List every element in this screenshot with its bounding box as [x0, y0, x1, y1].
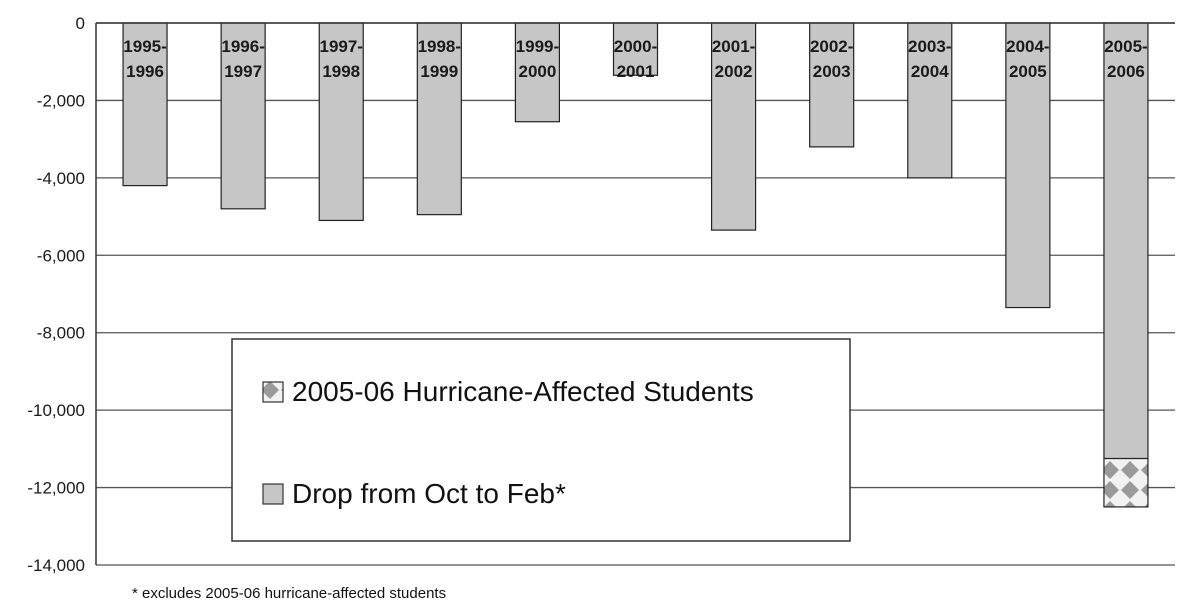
- legend-label-drop: Drop from Oct to Feb*: [292, 478, 566, 509]
- bar-hurricane-affected: [1103, 457, 1149, 508]
- category-labels: 1995-1996 1996-1997 1997-1998 1998-1999 1999…: [123, 37, 1147, 81]
- legend-box: [231, 338, 851, 542]
- bar-drop-oct-feb: [318, 22, 364, 222]
- category-label: 1998-1999: [418, 37, 461, 81]
- bar-drop-oct-feb: [416, 22, 462, 216]
- y-tick-label: -8,000: [37, 324, 85, 343]
- y-tick-label: -4,000: [37, 169, 85, 188]
- bar-drop-oct-feb: [1005, 22, 1051, 309]
- y-tick-labels: 0 -2,000 -4,000 -6,000 -8,000 -10,000 -12,000 -…: [27, 14, 85, 575]
- y-tick-label: -14,000: [27, 556, 85, 575]
- legend-swatch-drop: [262, 483, 284, 505]
- category-label: 2000-2001: [614, 37, 657, 81]
- legend-swatch-hurricane: [262, 381, 284, 403]
- category-label: 1996-1997: [221, 37, 264, 81]
- bar-drop-oct-feb: [122, 22, 168, 187]
- bars: [122, 22, 1149, 508]
- footnote: * excludes 2005-06 hurricane-affected st…: [132, 585, 446, 602]
- category-label: 1997-1998: [319, 37, 362, 81]
- legend-label-hurricane: 2005-06 Hurricane-Affected Students: [292, 376, 754, 407]
- axes: [95, 22, 1175, 565]
- y-tick-label: -6,000: [37, 246, 85, 265]
- legend: 2005-06 Hurricane-Affected Students Drop…: [231, 338, 851, 542]
- bar-drop-oct-feb: [1103, 22, 1149, 460]
- y-tick-label: -2,000: [37, 91, 85, 110]
- bar-drop-oct-feb: [514, 22, 561, 123]
- bar-drop-oct-feb: [907, 22, 953, 179]
- category-label: 1995-1996: [123, 37, 166, 81]
- category-label: 2001-2002: [712, 37, 755, 81]
- y-tick-label: -10,000: [27, 401, 85, 420]
- category-label: 2003-2004: [908, 37, 951, 81]
- bar-drop-oct-feb: [809, 22, 855, 148]
- y-tick-label: 0: [76, 14, 85, 33]
- y-tick-label: -12,000: [27, 479, 85, 498]
- category-label: 1999-2000: [516, 37, 559, 81]
- category-label: 2004-2005: [1006, 37, 1049, 81]
- bar-drop-oct-feb: [220, 22, 266, 210]
- category-label: 2005-2006: [1104, 37, 1147, 81]
- category-label: 2002-2003: [810, 37, 853, 81]
